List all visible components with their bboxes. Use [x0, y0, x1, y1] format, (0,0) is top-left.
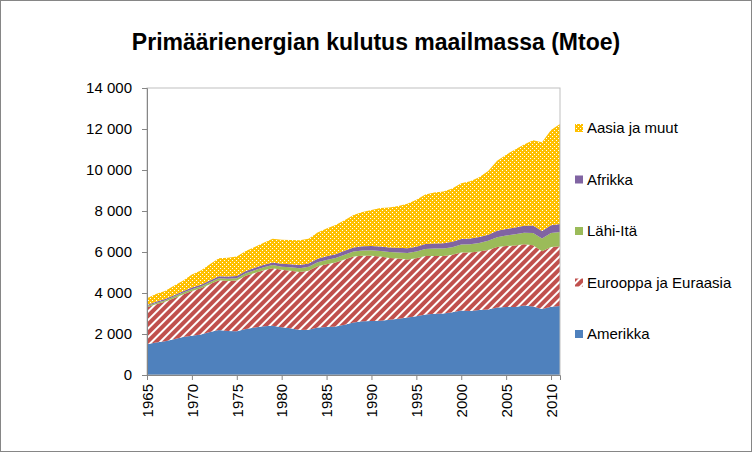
- x-tick-mark: [506, 375, 507, 380]
- legend-label: Amerikka: [587, 325, 650, 342]
- y-tick: 10 000: [86, 161, 147, 178]
- y-axis-line: [142, 89, 148, 376]
- y-tick: 8 000: [94, 202, 147, 219]
- y-tick-mark: [142, 129, 147, 130]
- x-tick-label: 2000: [453, 384, 470, 417]
- y-tick-label: 12 000: [86, 120, 132, 137]
- x-tick: 1975: [229, 375, 246, 417]
- y-tick-mark: [142, 293, 147, 294]
- x-tick: 2010: [543, 375, 560, 417]
- area: [147, 244, 560, 344]
- legend-label: Aasia ja muut: [587, 119, 679, 136]
- legend-swatch: [575, 176, 583, 184]
- y-tick-mark: [142, 170, 147, 171]
- legend-swatch: [575, 124, 583, 132]
- x-tick-mark: [461, 375, 462, 380]
- x-tick: 1990: [363, 375, 380, 417]
- legend-item: Aasia ja muut: [575, 119, 679, 136]
- y-tick-label: 2 000: [94, 325, 132, 342]
- legend-item: Amerikka: [575, 325, 650, 342]
- legend-item: Lähi-Itä: [575, 222, 638, 239]
- y-tick-label: 8 000: [94, 202, 132, 219]
- legend-label: Lähi-Itä: [587, 222, 638, 239]
- x-tick: 2000: [453, 375, 470, 417]
- y-tick: 14 000: [86, 79, 147, 96]
- x-tick-label: 1975: [229, 384, 246, 417]
- x-tick-label: 1965: [139, 384, 156, 417]
- x-tick-label: 1985: [318, 384, 335, 417]
- y-tick-label: 10 000: [86, 161, 132, 178]
- y-axis: 0 2 000 4 000 6 000 8 000 10 000 12 000 14 000: [86, 79, 147, 383]
- x-tick-mark: [371, 375, 372, 380]
- y-tick-mark: [142, 375, 147, 376]
- x-tick-label: 1980: [273, 384, 290, 417]
- y-tick-label: 6 000: [94, 243, 132, 260]
- x-tick-label: 1995: [408, 384, 425, 417]
- y-tick: 0: [124, 366, 147, 383]
- y-tick-label: 4 000: [94, 284, 132, 301]
- x-tick-label: 2010: [543, 384, 560, 417]
- plot-frame: [147, 88, 560, 375]
- x-axis-line: [148, 376, 561, 381]
- y-tick-mark: [142, 252, 147, 253]
- legend-item: Afrikka: [575, 171, 634, 188]
- x-tick-mark: [237, 375, 238, 380]
- chart-border: [1, 1, 752, 452]
- x-tick: 1995: [408, 375, 425, 417]
- x-axis: 1965 1970 1975 1980 1985 1990 1995 2000 2005 2010: [139, 375, 561, 417]
- x-tick-mark: [416, 375, 417, 380]
- y-tick-label: 0: [124, 366, 132, 383]
- legend-label: Afrikka: [587, 171, 634, 188]
- legend: Aasia ja muut Afrikka Lähi-Itä Eurooppa ja …: [575, 119, 732, 342]
- legend-swatch: [575, 330, 583, 338]
- y-tick-mark: [142, 211, 147, 212]
- legend-swatch: [575, 279, 583, 287]
- y-tick-mark: [142, 334, 147, 335]
- x-tick-mark: [147, 375, 148, 380]
- plot-area: [147, 124, 560, 375]
- y-tick: 12 000: [86, 120, 147, 137]
- y-tick: 6 000: [94, 243, 147, 260]
- x-tick-label: 1990: [363, 384, 380, 417]
- x-tick-mark: [192, 375, 193, 380]
- x-tick-mark: [282, 375, 283, 380]
- x-tick-mark: [327, 375, 328, 380]
- x-tick-label: 1970: [184, 384, 201, 417]
- title: Primäärienergian kulutus maailmassa (Mto…: [132, 29, 620, 55]
- legend-item: Eurooppa ja Euraasia: [575, 274, 732, 291]
- legend-label: Eurooppa ja Euraasia: [587, 274, 732, 291]
- legend-swatch: [575, 227, 583, 235]
- y-tick-label: 14 000: [86, 79, 132, 96]
- chart: 0 2 000 4 000 6 000 8 000 10 000 12 000 14 000 1…: [0, 0, 752, 452]
- x-tick: 2005: [498, 375, 515, 417]
- area: [147, 124, 560, 305]
- x-tick: 1965: [139, 375, 156, 417]
- x-tick: 1985: [318, 375, 335, 417]
- x-tick-label: 2005: [498, 384, 515, 417]
- x-tick: 1970: [184, 375, 201, 417]
- y-tick-mark: [142, 88, 147, 89]
- x-tick-mark: [551, 375, 552, 380]
- y-tick: 4 000: [94, 284, 147, 301]
- y-tick: 2 000: [94, 325, 147, 342]
- x-tick: 1980: [273, 375, 290, 417]
